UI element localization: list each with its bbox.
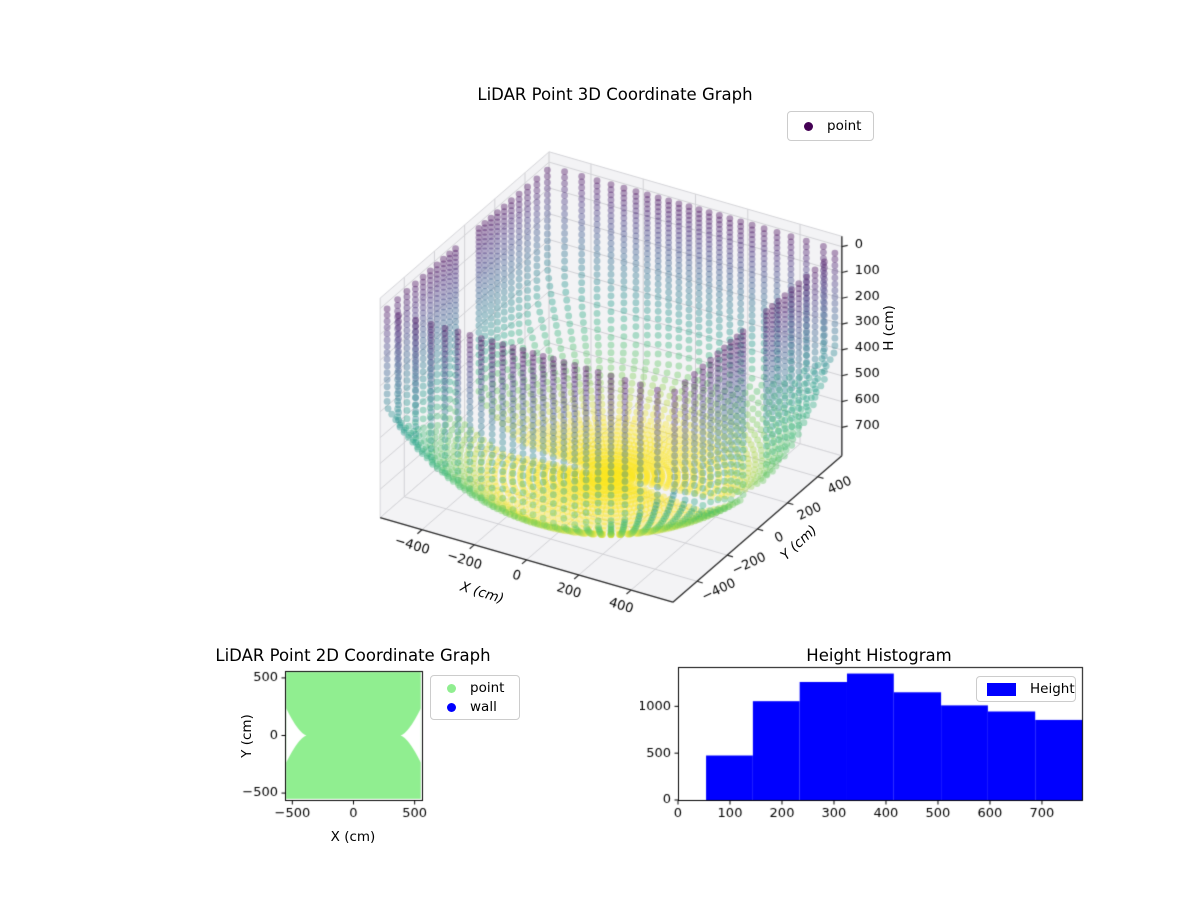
y-axis-label-2d: Y (cm)	[239, 714, 255, 758]
plot3d-canvas	[280, 85, 960, 655]
plot2d-canvas	[240, 665, 440, 825]
plot2d-legend-label-point: point	[470, 679, 505, 696]
height-swatch-icon	[987, 682, 1016, 696]
plot2d-legend: point wall	[430, 675, 520, 720]
legend-item-point-2d: point	[439, 679, 509, 698]
wall-marker-icon	[447, 702, 456, 712]
point-marker-icon	[447, 683, 456, 693]
legend-item-wall-2d: wall	[439, 698, 509, 717]
plot2d-title: LiDAR Point 2D Coordinate Graph	[215, 646, 491, 665]
h-axis-label-3d: H (cm)	[880, 305, 897, 351]
hist-legend: Height	[976, 676, 1076, 702]
point-marker-icon	[804, 121, 813, 131]
legend-item-height: Height	[985, 680, 1075, 699]
x-axis-label-2d: X (cm)	[330, 829, 376, 845]
hist-legend-label: Height	[1030, 680, 1075, 697]
legend-item-point-3d: point	[796, 117, 863, 136]
plot3d-legend: point	[787, 111, 874, 141]
plot3d-legend-label: point	[827, 117, 862, 134]
plot2d-legend-label-wall: wall	[470, 698, 497, 715]
